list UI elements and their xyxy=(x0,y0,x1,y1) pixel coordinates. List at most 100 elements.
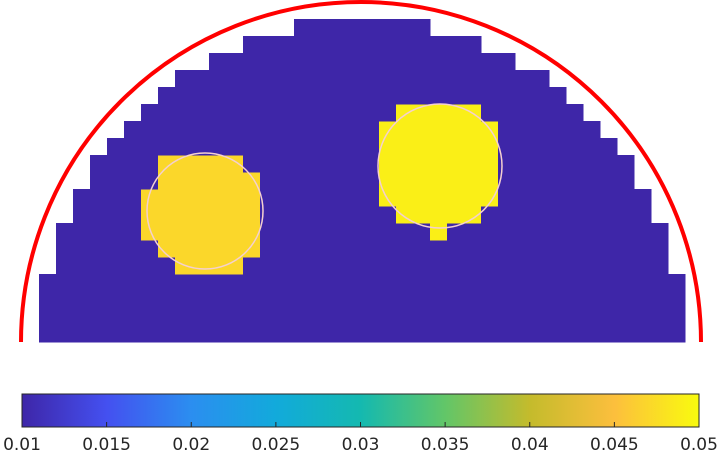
cell xyxy=(379,104,397,122)
cell xyxy=(175,70,193,88)
cell xyxy=(294,138,312,156)
cell xyxy=(175,189,193,207)
cell xyxy=(600,138,618,156)
cell xyxy=(175,138,193,156)
cell xyxy=(447,325,465,343)
cell xyxy=(124,291,142,309)
cell xyxy=(328,325,346,343)
cell xyxy=(328,206,346,224)
cell xyxy=(243,325,261,343)
cell xyxy=(158,138,176,156)
cell xyxy=(651,291,669,309)
cell xyxy=(600,155,618,173)
cell xyxy=(651,325,669,343)
cell xyxy=(345,257,363,275)
cell xyxy=(243,257,261,275)
cell xyxy=(464,138,482,156)
cell xyxy=(481,223,499,241)
cell xyxy=(277,206,295,224)
cell xyxy=(447,308,465,326)
cell xyxy=(396,172,414,190)
cell xyxy=(226,87,244,105)
cell xyxy=(124,155,142,173)
cell xyxy=(260,240,278,258)
cell xyxy=(617,257,635,275)
tick-label: 0.01 xyxy=(3,435,41,455)
cell xyxy=(90,155,108,173)
cell xyxy=(328,121,346,139)
cell xyxy=(481,138,499,156)
cell xyxy=(226,308,244,326)
cell xyxy=(209,274,227,292)
cell xyxy=(634,240,652,258)
cell xyxy=(124,206,142,224)
cell xyxy=(73,308,91,326)
cell xyxy=(498,138,516,156)
cell xyxy=(175,172,193,190)
cell xyxy=(294,121,312,139)
cell xyxy=(532,325,550,343)
cell xyxy=(515,104,533,122)
cell xyxy=(498,206,516,224)
cell xyxy=(158,104,176,122)
cell xyxy=(345,53,363,71)
cell xyxy=(515,70,533,88)
cell xyxy=(294,70,312,88)
cell xyxy=(260,189,278,207)
cell xyxy=(447,104,465,122)
cell xyxy=(668,308,686,326)
cell xyxy=(583,274,601,292)
cell xyxy=(175,87,193,105)
tick-label: 0.045 xyxy=(590,435,639,455)
cell xyxy=(260,172,278,190)
cell xyxy=(566,206,584,224)
cell xyxy=(277,291,295,309)
cell xyxy=(124,240,142,258)
cell xyxy=(515,223,533,241)
cell xyxy=(175,291,193,309)
cell xyxy=(56,308,74,326)
cell xyxy=(379,155,397,173)
cell xyxy=(515,155,533,173)
cell xyxy=(413,155,431,173)
cell xyxy=(73,206,91,224)
cell xyxy=(56,325,74,343)
cell xyxy=(396,257,414,275)
cell xyxy=(328,291,346,309)
cell xyxy=(73,291,91,309)
cell xyxy=(464,274,482,292)
cell xyxy=(90,189,108,207)
cell xyxy=(141,138,159,156)
cell xyxy=(617,223,635,241)
cell xyxy=(396,121,414,139)
cell xyxy=(260,223,278,241)
cell xyxy=(328,138,346,156)
cell xyxy=(549,104,567,122)
cell xyxy=(447,257,465,275)
cell xyxy=(107,172,125,190)
cell xyxy=(532,155,550,173)
cell xyxy=(481,87,499,105)
cell xyxy=(430,121,448,139)
cell xyxy=(583,189,601,207)
cell xyxy=(379,308,397,326)
cell xyxy=(260,53,278,71)
cell xyxy=(362,240,380,258)
cell xyxy=(277,257,295,275)
cell xyxy=(158,189,176,207)
cell xyxy=(413,172,431,190)
cell xyxy=(413,274,431,292)
cell xyxy=(192,189,210,207)
cell xyxy=(549,138,567,156)
cell xyxy=(90,240,108,258)
cell xyxy=(413,223,431,241)
cell xyxy=(447,172,465,190)
cell xyxy=(158,240,176,258)
cell xyxy=(498,308,516,326)
cell xyxy=(498,70,516,88)
cell xyxy=(260,308,278,326)
cell xyxy=(413,87,431,105)
cell xyxy=(566,138,584,156)
cell xyxy=(158,155,176,173)
cell xyxy=(192,206,210,224)
